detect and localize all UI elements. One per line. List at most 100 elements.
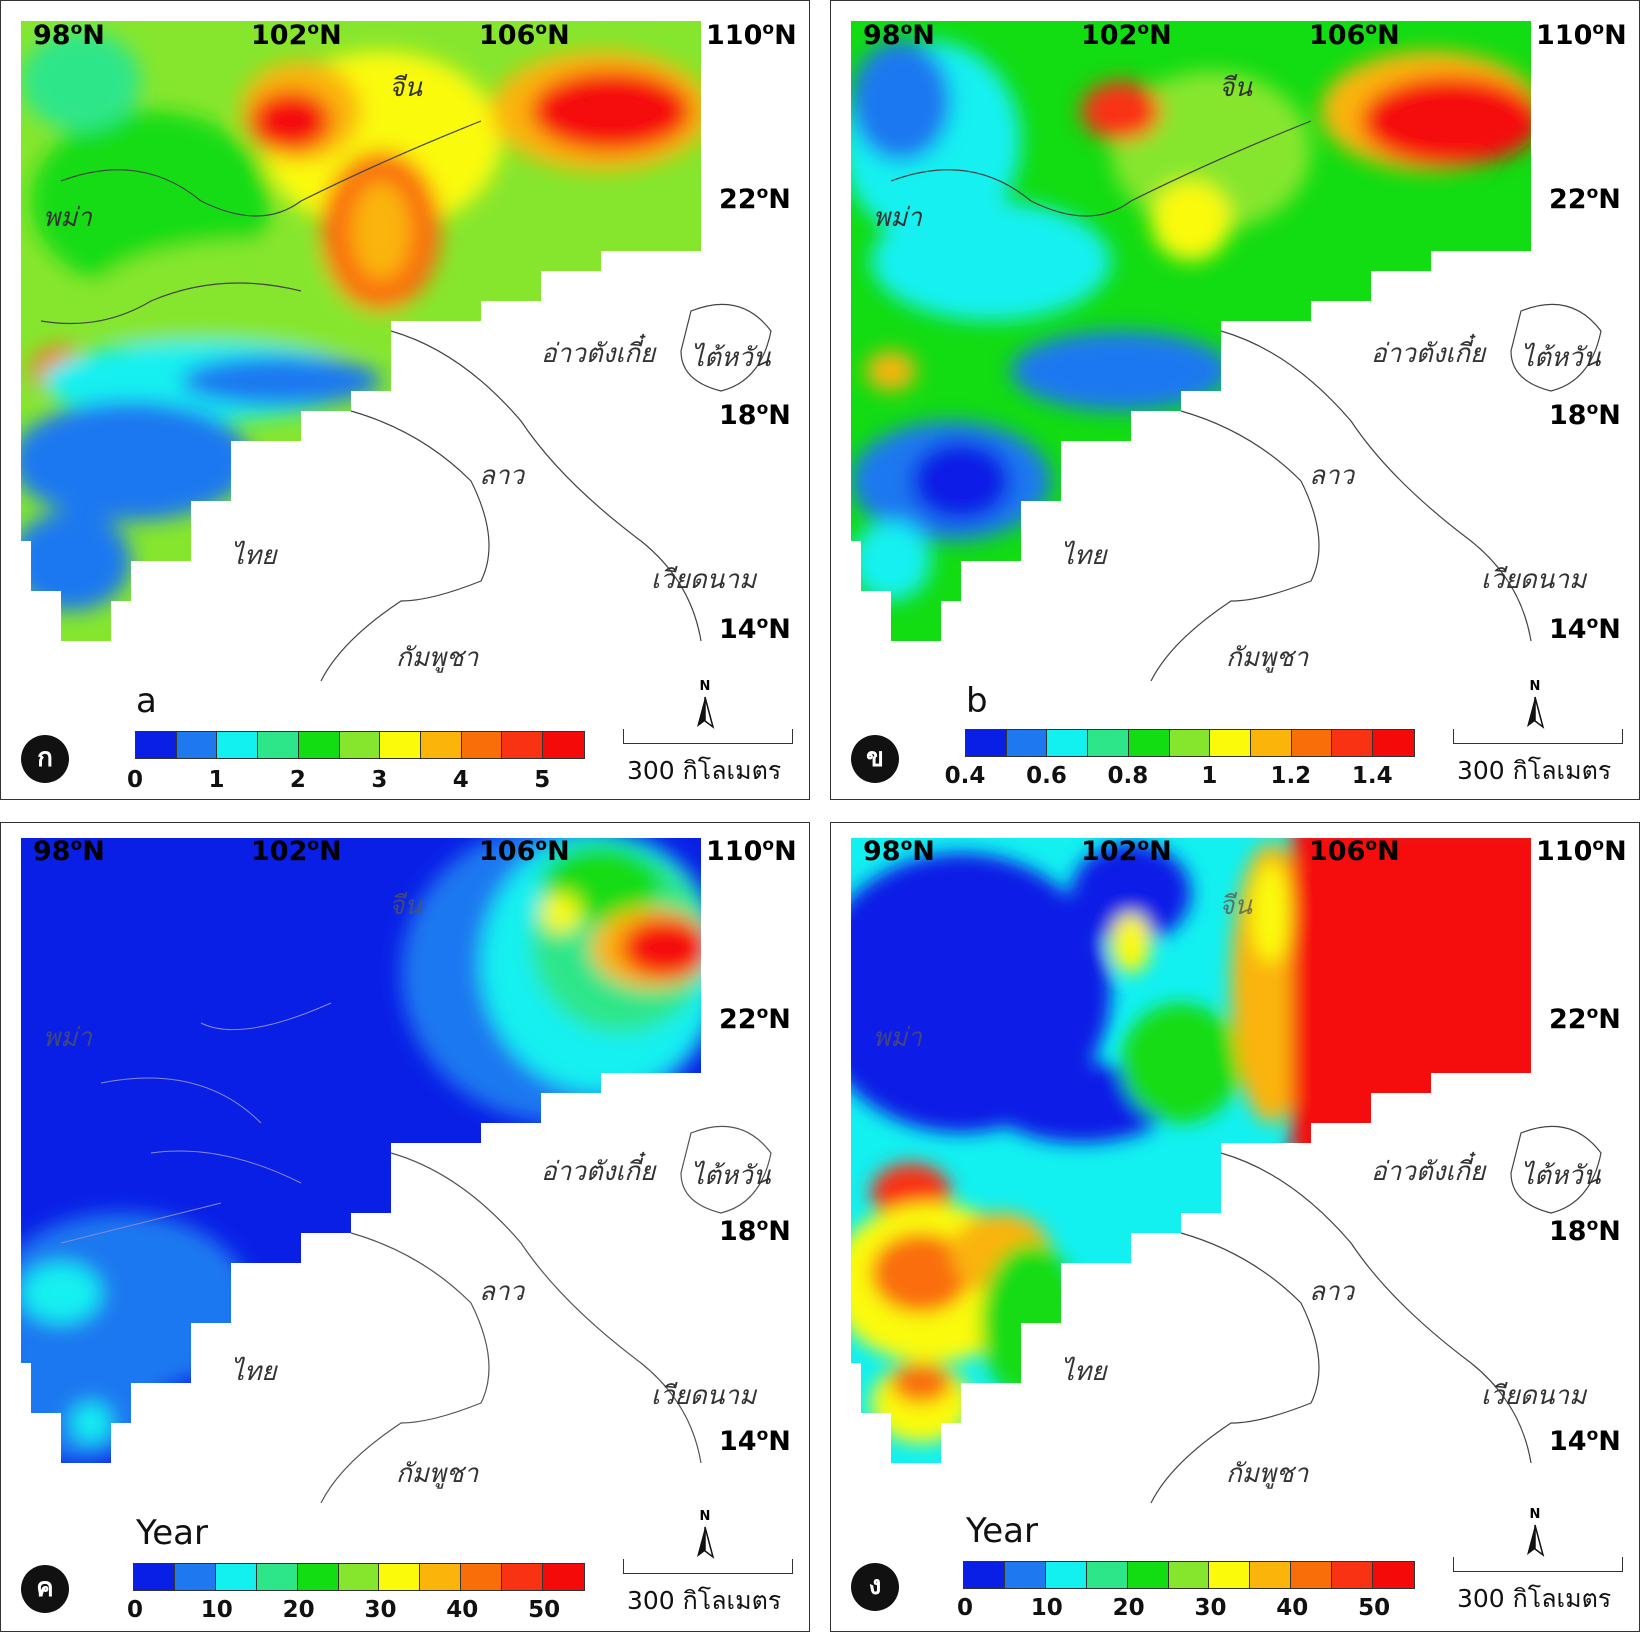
map-panel-kh: 98oN 102oN 106oN 110oN 22oN 18oN 14oN จี… <box>830 0 1640 800</box>
contour-map <box>21 21 772 682</box>
colorbar-segment <box>461 732 503 758</box>
colorbar-segment <box>217 732 259 758</box>
country-cambodia: กัมพูชา <box>1226 1459 1309 1489</box>
lat-label: 14oN <box>719 1425 791 1457</box>
country-laos: ลาว <box>1309 461 1355 491</box>
colorbar-tick-label: 20 <box>282 1597 315 1623</box>
colorbar-segment <box>420 1564 462 1590</box>
panel-sublabel: Year <box>966 1511 1038 1551</box>
north-arrow-icon: N <box>693 679 717 731</box>
colorbar-segment <box>1088 730 1129 756</box>
country-thailand: ไทย <box>231 1357 277 1387</box>
map-panel-kho: 98oN 102oN 106oN 110oN 22oN 18oN 14oN จี… <box>0 822 810 1632</box>
north-arrow-icon: N <box>693 1509 717 1561</box>
country-china: จีน <box>1219 73 1253 103</box>
country-taiwan: ไต้หวัน <box>691 1161 771 1191</box>
border-line <box>890 120 1312 217</box>
colorbar-tick-label: 40 <box>1276 1595 1309 1621</box>
colorbar-segment <box>1047 730 1089 756</box>
colorbar-tick-label: 1 <box>208 767 225 793</box>
lat-label: 18oN <box>1549 399 1621 431</box>
colorbar-tick-label: 0.6 <box>1026 763 1067 789</box>
country-myanmar: พม่า <box>43 203 92 233</box>
lon-label: 106oN <box>1309 19 1400 51</box>
panel-sublabel: b <box>966 681 988 721</box>
border-line <box>320 1232 490 1504</box>
colorbar-segment <box>1291 730 1333 756</box>
colorbar-segment <box>1168 1562 1210 1588</box>
colorbar-segment <box>338 1564 380 1590</box>
lon-label: 98oN <box>33 19 105 51</box>
colorbar-ticks: 0 10 20 30 40 50 <box>127 1597 560 1627</box>
colorbar-tick-label: 30 <box>364 1597 397 1623</box>
lon-label: 98oN <box>33 835 105 867</box>
colorbar-tick-label: 3 <box>371 767 388 793</box>
colorbar <box>133 1563 585 1591</box>
country-laos: ลาว <box>479 461 525 491</box>
gulf-label: อ่าวตังเกี๋ย <box>1371 1157 1486 1187</box>
country-laos: ลาว <box>479 1277 525 1307</box>
colorbar-tick-label: 30 <box>1194 1595 1227 1621</box>
country-vietnam: เวียดนาม <box>1481 565 1587 595</box>
coastline <box>390 330 702 642</box>
colorbar-segment <box>1332 730 1374 756</box>
lon-label: 110oN <box>1536 835 1627 867</box>
lon-label: 102oN <box>1081 835 1172 867</box>
country-china: จีน <box>1219 891 1253 921</box>
coastline <box>390 1152 702 1464</box>
map-panel-ng: 98oN 102oN 106oN 110oN 22oN 18oN 14oN จี… <box>830 822 1640 1632</box>
lon-label: 106oN <box>479 835 570 867</box>
colorbar-tick-label: 5 <box>534 767 551 793</box>
lon-label: 110oN <box>1536 19 1627 51</box>
country-china: จีน <box>389 891 423 921</box>
colorbar-segment <box>1373 1562 1414 1588</box>
scale-bar <box>623 729 793 744</box>
country-myanmar: พม่า <box>43 1023 92 1053</box>
colorbar-tick-label: 50 <box>1358 1595 1391 1621</box>
colorbar-tick-label: 0.4 <box>944 763 986 789</box>
colorbar-tick-label: 1.2 <box>1270 763 1312 789</box>
colorbar-segment <box>1250 1562 1292 1588</box>
colorbar <box>965 729 1415 757</box>
panel-badge: ง <box>851 1563 899 1611</box>
north-arrow-icon: N <box>1523 679 1547 731</box>
lon-label: 106oN <box>479 19 570 51</box>
colorbar-tick-label: 4 <box>452 767 469 793</box>
lat-label: 22oN <box>1549 1003 1621 1035</box>
colorbar-segment <box>1291 1562 1333 1588</box>
panel-sublabel: a <box>136 681 157 721</box>
colorbar-segment <box>1086 1562 1128 1588</box>
colorbar-tick-label: 50 <box>528 1597 561 1623</box>
colorbar-tick-label: 10 <box>200 1597 233 1623</box>
country-cambodia: กัมพูชา <box>1226 643 1309 673</box>
colorbar-segment <box>1045 1562 1087 1588</box>
border-line <box>1150 410 1320 682</box>
country-thailand: ไทย <box>1061 541 1107 571</box>
border-line <box>1150 1232 1320 1504</box>
lon-label: 106oN <box>1309 835 1400 867</box>
scale-bar <box>623 1559 793 1574</box>
lon-label: 102oN <box>251 19 342 51</box>
panel-badge: ก <box>21 735 69 783</box>
colorbar-segment <box>134 1564 175 1590</box>
colorbar-ticks: 0 1 2 3 4 5 <box>127 767 550 797</box>
lon-label: 102oN <box>1081 19 1172 51</box>
lon-label: 98oN <box>863 835 935 867</box>
scale-bar <box>1453 1557 1623 1572</box>
country-vietnam: เวียดนาม <box>651 565 757 595</box>
lat-label: 18oN <box>719 1215 791 1247</box>
taiwan-island <box>680 303 772 392</box>
taiwan-island <box>1510 1125 1602 1214</box>
colorbar-tick-label: 0 <box>126 767 144 793</box>
colorbar <box>135 731 585 759</box>
colorbar-segment <box>543 1564 584 1590</box>
colorbar-segment <box>461 1564 503 1590</box>
map-panel-k: 98oN 102oN 106oN 110oN 22oN 18oN 14oN จี… <box>0 0 810 800</box>
colorbar-segment <box>215 1564 257 1590</box>
colorbar-segment <box>297 1564 339 1590</box>
scale-label: 300 กิโลเมตร <box>1457 756 1612 785</box>
lat-label: 18oN <box>1549 1215 1621 1247</box>
contour-map <box>21 838 772 1504</box>
colorbar-segment <box>176 732 218 758</box>
lat-label: 18oN <box>719 399 791 431</box>
